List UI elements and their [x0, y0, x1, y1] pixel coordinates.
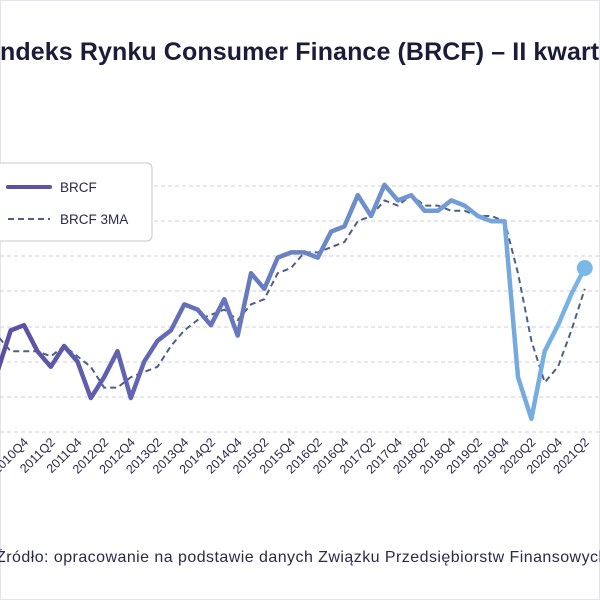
- brcf-point: [197, 309, 198, 310]
- brcf-point: [277, 257, 278, 258]
- brcf-point: [411, 195, 412, 196]
- brcf-point: [451, 200, 452, 201]
- brcf-point: [304, 252, 305, 253]
- legend: BRCF BRCF 3MA: [0, 162, 153, 242]
- brcf-point: [544, 351, 545, 352]
- brcf-point: [464, 205, 465, 206]
- brcf-point: [517, 377, 518, 378]
- brcf-point: [224, 299, 225, 300]
- legend-label-brcf-3ma: BRCF 3MA: [60, 212, 128, 227]
- brcf-point: [104, 377, 105, 378]
- brcf-point: [130, 397, 131, 398]
- brcf-point: [384, 184, 385, 185]
- series-line-brcf: [0, 182, 588, 422]
- brcf-point: [531, 418, 532, 419]
- brcf-point: [331, 231, 332, 232]
- brcf-point: [90, 397, 91, 398]
- brcf-point: [144, 361, 145, 362]
- x-axis-tick-labels: 2010Q42011Q22011Q42012Q22012Q42013Q22013…: [0, 435, 592, 476]
- brcf-point: [23, 325, 24, 326]
- brcf-point: [50, 366, 51, 367]
- brcf-point: [557, 325, 558, 326]
- brcf-point: [37, 351, 38, 352]
- brcf-point: [237, 335, 238, 336]
- series-layer: [0, 182, 593, 422]
- brcf-point: [64, 345, 65, 346]
- brcf-point: [117, 351, 118, 352]
- brcf-point: [10, 330, 11, 331]
- brcf-point: [210, 325, 211, 326]
- brcf-point: [250, 273, 251, 274]
- brcf-point: [477, 215, 478, 216]
- brcf-point: [184, 304, 185, 305]
- brcf-point: [504, 221, 505, 222]
- brcf-point: [77, 361, 78, 362]
- brcf-last-point: [576, 260, 593, 276]
- source-note: Źródło: opracowanie na podstawie danych …: [0, 549, 600, 566]
- brcf-point: [424, 210, 425, 211]
- brcf-point: [157, 340, 158, 341]
- brcf-point: [264, 288, 265, 289]
- brcf-point: [571, 293, 572, 294]
- brcf-point: [491, 221, 492, 222]
- brcf-point: [357, 195, 358, 196]
- legend-box: [0, 162, 153, 242]
- brcf-point: [317, 257, 318, 258]
- brcf-point: [290, 252, 291, 253]
- legend-label-brcf: BRCF: [60, 180, 97, 195]
- brcf-point: [371, 215, 372, 216]
- series-line-brcf-3ma: [0, 193, 586, 389]
- chart-title: Indeks Rynku Consumer Finance (BRCF) – I…: [0, 38, 600, 66]
- brcf-point: [437, 210, 438, 211]
- brcf-point: [397, 200, 398, 201]
- brcf-point: [344, 226, 345, 227]
- brcf-point: [170, 330, 171, 331]
